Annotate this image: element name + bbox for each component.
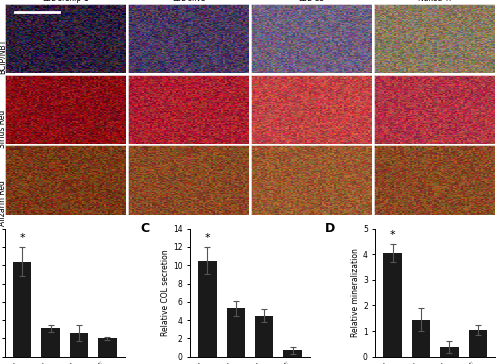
Bar <box>284 350 302 357</box>
Text: *: * <box>204 233 210 243</box>
Text: *: * <box>390 230 396 240</box>
Bar <box>412 320 430 357</box>
Bar <box>13 262 32 357</box>
Bar <box>98 339 116 357</box>
Bar <box>255 316 274 357</box>
Text: D: D <box>326 222 336 235</box>
Y-axis label: Sirius Red: Sirius Red <box>0 109 6 147</box>
Title: LbL-siNC: LbL-siNC <box>172 0 205 3</box>
Y-axis label: Alizarin Red: Alizarin Red <box>0 180 6 226</box>
Bar <box>226 308 245 357</box>
Bar <box>384 253 402 357</box>
Bar <box>70 333 88 357</box>
Bar <box>42 328 60 357</box>
Y-axis label: BCIP/NBT: BCIP/NBT <box>0 39 6 74</box>
Bar <box>468 330 487 357</box>
Bar <box>198 261 216 357</box>
Text: C: C <box>140 222 149 235</box>
Text: *: * <box>20 233 25 243</box>
Y-axis label: Relative COL secretion: Relative COL secretion <box>161 249 170 336</box>
Bar <box>440 347 458 357</box>
Title: LbL-CS: LbL-CS <box>298 0 324 3</box>
Y-axis label: Relative mineralization: Relative mineralization <box>351 248 360 337</box>
Title: LbL-siCkip-1: LbL-siCkip-1 <box>42 0 88 3</box>
Title: Naked Ti: Naked Ti <box>418 0 452 3</box>
